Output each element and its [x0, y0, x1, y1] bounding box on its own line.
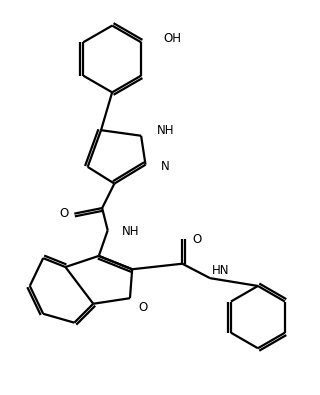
Text: N: N [161, 160, 170, 173]
Text: NH: NH [157, 124, 174, 137]
Text: NH: NH [122, 225, 140, 238]
Text: OH: OH [163, 32, 181, 45]
Text: O: O [192, 233, 202, 246]
Text: HN: HN [212, 264, 230, 277]
Text: O: O [60, 207, 69, 220]
Text: O: O [139, 301, 148, 314]
